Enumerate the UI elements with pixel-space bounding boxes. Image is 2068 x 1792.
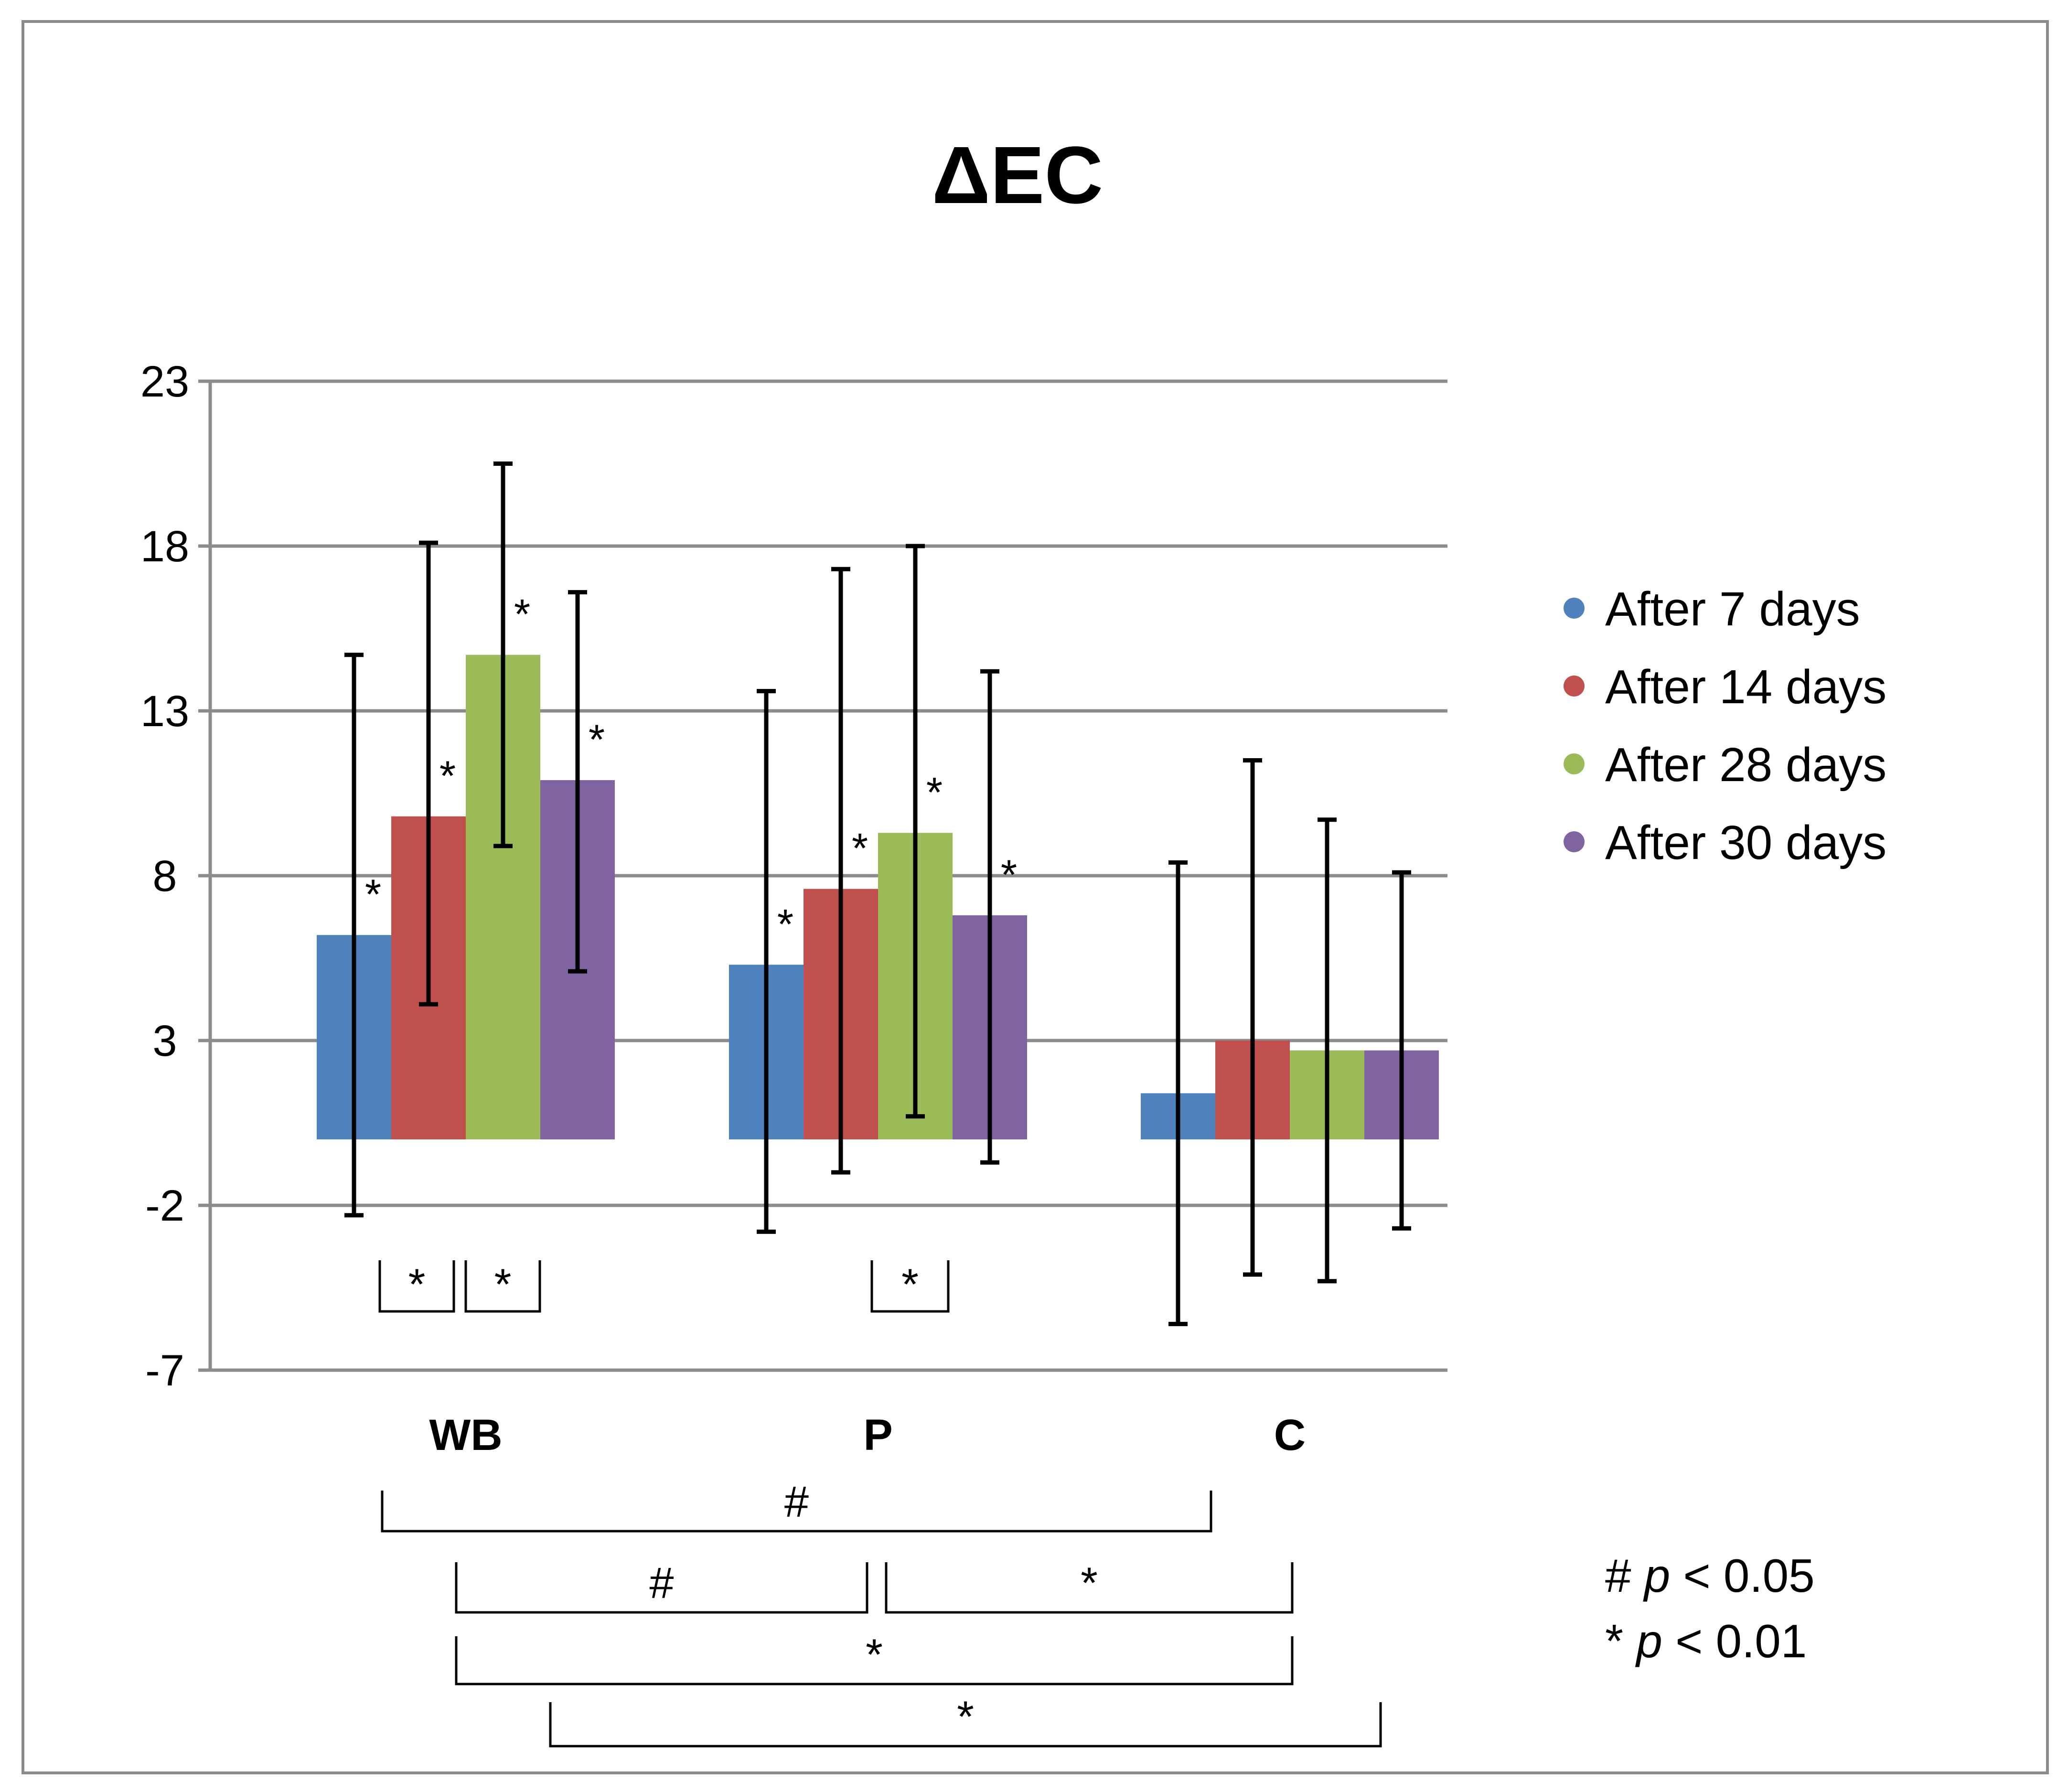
bar-significance-mark: * (1001, 851, 1017, 898)
significance-note: * p < 0.01 (1605, 1615, 1807, 1667)
chart-title: ΔEC (932, 130, 1103, 221)
legend-marker (1564, 753, 1585, 774)
bar-significance-mark: * (926, 768, 943, 816)
bar-significance-mark: * (777, 900, 793, 947)
legend: After 7 days After 14 days After 28 days Af… (1564, 582, 1886, 869)
within-group-bracket-label: * (901, 1260, 919, 1309)
bar-significance-mark: * (852, 825, 868, 872)
bar-significance-mark: * (365, 870, 381, 918)
bar-significance-marks: * * * * * * * * (365, 590, 1017, 948)
y-tick-label: 13 (140, 687, 189, 736)
significance-note-p: p (1635, 1615, 1675, 1667)
between-group-bracket-label: # (784, 1478, 809, 1526)
significance-note-threshold: < 0.05 (1683, 1549, 1814, 1602)
significance-note-p: p (1643, 1549, 1683, 1602)
bar-significance-mark: * (439, 752, 456, 799)
legend-label: After 28 days (1605, 738, 1886, 792)
between-group-bracket (549, 1702, 1382, 1748)
y-tick-label: 23 (140, 357, 189, 406)
legend-marker (1564, 831, 1585, 852)
y-tick-label: 3 (152, 1017, 177, 1065)
x-axis-tick-labels: WB P C (429, 1411, 1306, 1459)
significance-note-symbol: * (1605, 1615, 1636, 1667)
between-group-bracket-label: # (649, 1559, 674, 1608)
x-tick-label: C (1274, 1411, 1306, 1459)
between-group-bracket (381, 1491, 1212, 1533)
y-axis-ticks: 23 18 13 8 3 -2 -7 (140, 357, 189, 1395)
between-group-bracket-label: * (866, 1631, 883, 1679)
legend-marker (1564, 598, 1585, 619)
within-group-bracket (870, 1260, 950, 1313)
legend-label: After 7 days (1605, 582, 1860, 636)
significance-note-threshold: < 0.01 (1675, 1615, 1807, 1667)
significance-note: # p < 0.05 (1605, 1549, 1815, 1602)
legend-label: After 14 days (1605, 660, 1886, 714)
bar-significance-mark: * (514, 590, 530, 638)
error-bars (344, 461, 1411, 1326)
between-group-brackets: # # * * * (381, 1478, 1382, 1748)
within-group-bracket (464, 1260, 541, 1313)
significance-notes: # p < 0.05 * p < 0.01 (1605, 1549, 1815, 1667)
between-group-bracket (455, 1636, 1294, 1685)
legend-label: After 30 days (1605, 816, 1886, 869)
y-tick-label: -2 (145, 1181, 184, 1230)
within-group-bracket-label: * (408, 1260, 426, 1309)
chart-frame (21, 20, 2049, 1774)
legend-marker (1564, 676, 1585, 697)
y-tick-label: 18 (140, 522, 189, 571)
y-tick-label: 8 (152, 852, 177, 901)
within-group-bracket (378, 1260, 455, 1313)
bar-significance-mark: * (589, 716, 605, 763)
x-tick-label: WB (429, 1411, 502, 1459)
between-group-bracket-label: * (1081, 1559, 1098, 1608)
x-tick-label: P (863, 1411, 892, 1459)
within-group-bracket-label: * (494, 1260, 512, 1309)
between-group-bracket (885, 1562, 1294, 1614)
y-tick-label: -7 (145, 1346, 184, 1395)
within-group-brackets: * * * (378, 1260, 950, 1313)
significance-note-symbol: # (1605, 1549, 1644, 1602)
between-group-bracket (455, 1562, 868, 1614)
x-axis (208, 381, 1447, 1372)
between-group-bracket-label: * (957, 1693, 974, 1741)
